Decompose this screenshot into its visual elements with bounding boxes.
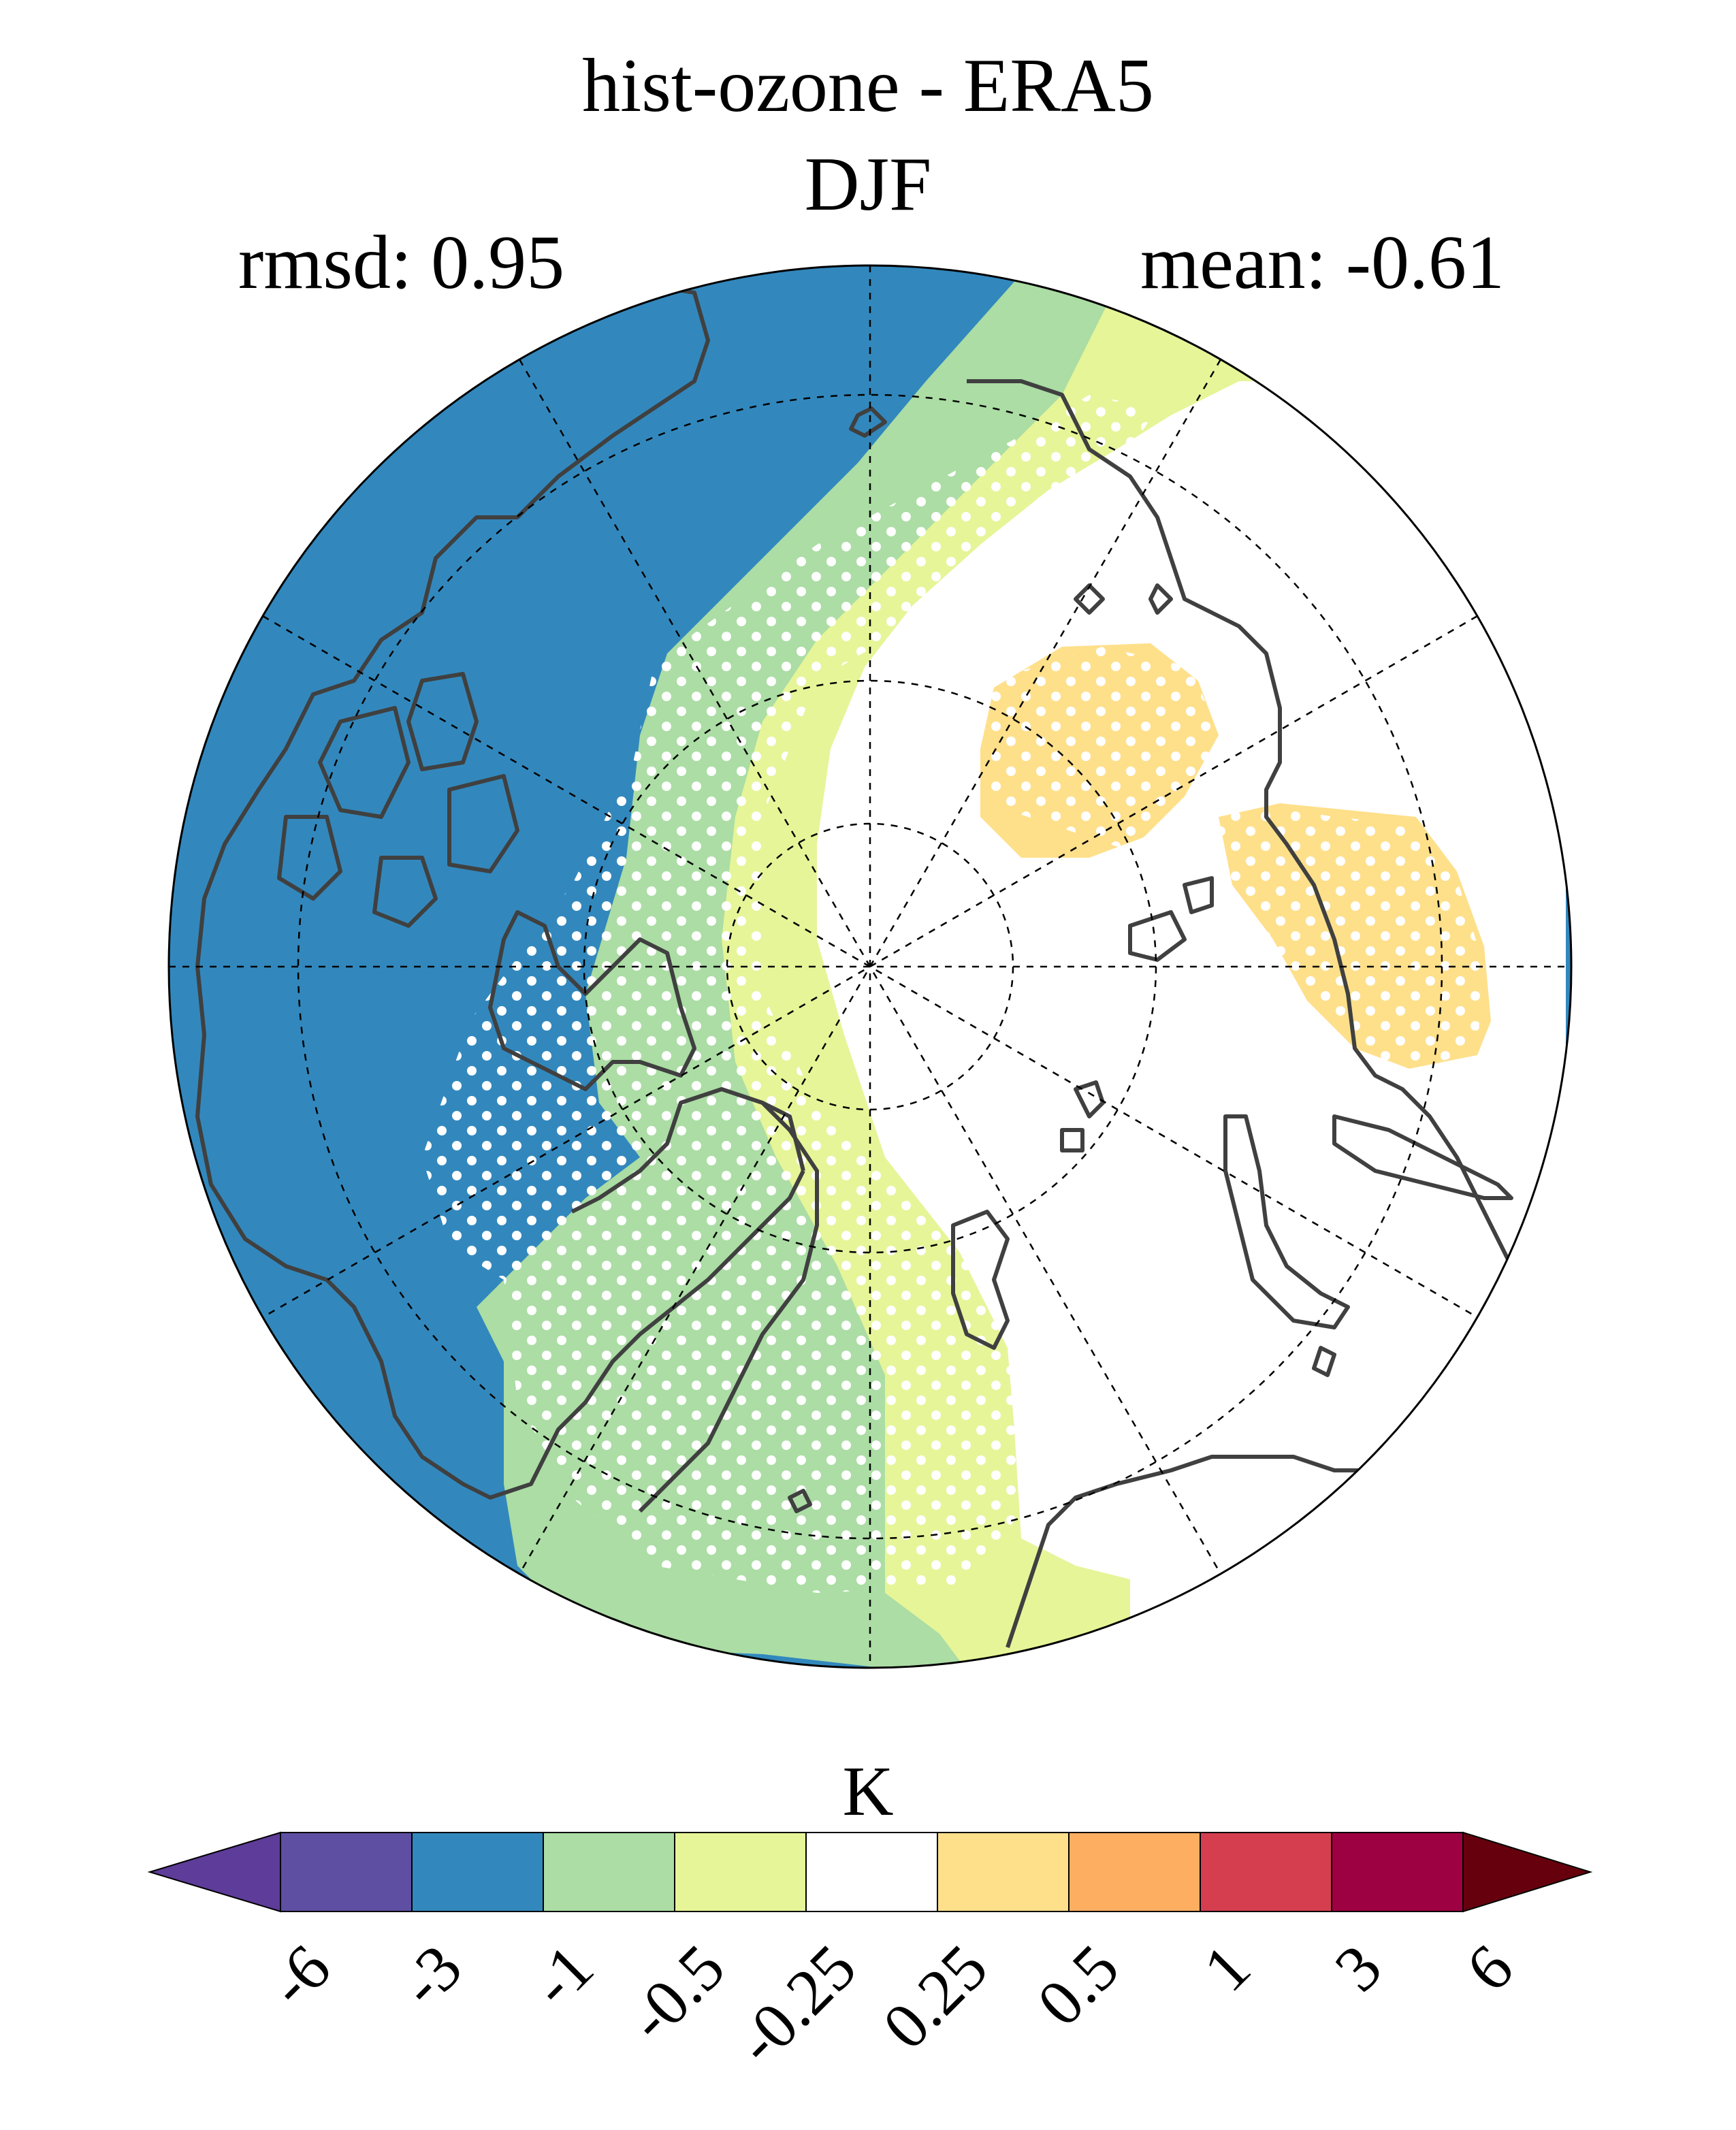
colorbar-tick-label: 3 (1321, 1931, 1396, 2005)
map-border (167, 264, 1573, 1669)
colorbar-extend-high (1462, 1831, 1593, 1913)
colorbar-box (805, 1832, 938, 1912)
polar-map (167, 264, 1573, 1669)
coastlines (195, 284, 1527, 1648)
rmsd-label: rmsd: 0.95 (238, 221, 565, 305)
colorbar-box (674, 1832, 807, 1912)
colorbar-box (1331, 1832, 1464, 1912)
graticule (169, 265, 1571, 1668)
map-subtitle: DJF (804, 142, 932, 227)
colorbar-tick-label: 6 (1452, 1931, 1527, 2005)
colorbar-box (1200, 1832, 1332, 1912)
anomaly-field (169, 265, 1571, 1668)
colorbar-box (937, 1832, 1070, 1912)
colorbar-box (411, 1832, 544, 1912)
map-title: hist-ozone - ERA5 (582, 44, 1154, 128)
colorbar-tick-label: -3 (385, 1931, 475, 2020)
colorbar-box (543, 1832, 675, 1912)
colorbar-unit: K (842, 1752, 894, 1830)
mean-label: mean: -0.61 (1140, 221, 1505, 305)
colorbar-tick-label: 0.25 (869, 1931, 1001, 2063)
colorbar-tick-label: 0.5 (1023, 1931, 1133, 2040)
colorbar-tick-label: -1 (517, 1931, 607, 2020)
colorbar-box (1068, 1832, 1201, 1912)
colorbar-tick-label: 1 (1189, 1931, 1264, 2005)
colorbar-tick-label: -6 (254, 1931, 344, 2020)
colorbar-extend-low (147, 1831, 281, 1913)
colorbar-tick-label: -0.25 (722, 1931, 869, 2078)
colorbar-box (280, 1832, 413, 1912)
colorbar-tick-label: -0.5 (613, 1931, 738, 2055)
